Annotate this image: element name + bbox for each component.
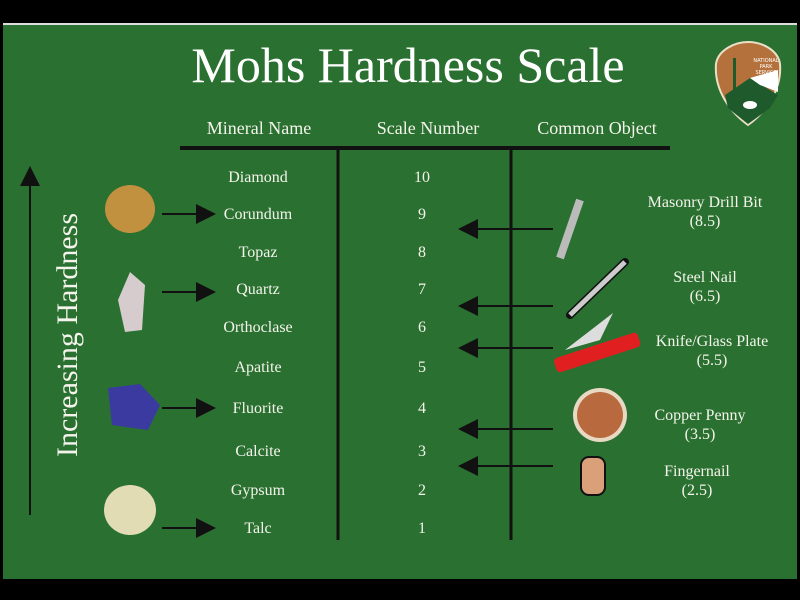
mineral-name: Corundum bbox=[223, 206, 293, 223]
mineral-name: Topaz bbox=[238, 244, 278, 261]
scale-number: 7 bbox=[418, 281, 426, 298]
object-fingernail: Fingernail (2.5) bbox=[612, 462, 782, 500]
header-mineral-name: Mineral Name bbox=[206, 118, 312, 138]
header-common-object: Common Object bbox=[537, 118, 657, 138]
mineral-name: Apatite bbox=[234, 359, 282, 376]
corundum-rock-icon bbox=[105, 185, 155, 233]
object-value: (6.5) bbox=[689, 288, 721, 305]
object-name: Knife/Glass Plate bbox=[655, 333, 769, 350]
scale-number: 10 bbox=[414, 169, 430, 186]
svg-text:SERVICE: SERVICE bbox=[755, 70, 776, 76]
object-name: Fingernail bbox=[664, 463, 730, 480]
object-name: Masonry Drill Bit bbox=[647, 194, 763, 211]
quartz-crystal-icon bbox=[118, 272, 145, 332]
scale-number: 9 bbox=[418, 206, 426, 223]
fingernail-icon bbox=[580, 456, 606, 496]
object-steel-nail: Steel Nail (6.5) bbox=[620, 268, 790, 306]
object-value: (8.5) bbox=[689, 213, 721, 230]
scale-number: 2 bbox=[418, 482, 426, 499]
object-name: Copper Penny bbox=[654, 407, 746, 424]
gypsum-talc-rock-icon bbox=[104, 485, 156, 535]
scale-number: 8 bbox=[418, 244, 426, 261]
nail-icon bbox=[568, 260, 627, 317]
mineral-name: Fluorite bbox=[232, 400, 284, 417]
pocket-knife-icon bbox=[554, 313, 641, 373]
mineral-arrows bbox=[162, 204, 216, 538]
scale-number: 1 bbox=[418, 520, 426, 537]
page-title: Mohs Hardness Scale bbox=[191, 37, 625, 93]
mineral-name: Gypsum bbox=[230, 482, 286, 499]
header-scale-number: Scale Number bbox=[376, 118, 480, 138]
object-drill-bit: Masonry Drill Bit (8.5) bbox=[620, 193, 790, 231]
drill-bit-icon bbox=[556, 198, 584, 260]
mineral-name: Talc bbox=[244, 520, 272, 537]
nps-logo: NATIONAL PARK SERVICE bbox=[714, 40, 782, 127]
mineral-name: Diamond bbox=[228, 169, 288, 186]
scale-number: 5 bbox=[418, 359, 426, 376]
object-penny: Copper Penny (3.5) bbox=[615, 406, 785, 444]
object-value: (3.5) bbox=[684, 426, 716, 443]
scale-number: 3 bbox=[418, 443, 426, 460]
object-value: (2.5) bbox=[681, 482, 713, 499]
svg-text:PARK: PARK bbox=[760, 64, 774, 70]
axis-label: Increasing Hardness bbox=[51, 212, 84, 458]
svg-text:NATIONAL: NATIONAL bbox=[753, 58, 778, 64]
object-name: Steel Nail bbox=[673, 269, 737, 286]
object-knife: Knife/Glass Plate (5.5) bbox=[627, 332, 797, 370]
mineral-name: Orthoclase bbox=[223, 319, 293, 336]
mineral-name: Calcite bbox=[235, 443, 281, 460]
scale-number: 4 bbox=[418, 400, 426, 417]
mineral-name: Quartz bbox=[236, 281, 280, 298]
object-value: (5.5) bbox=[696, 352, 728, 369]
penny-icon bbox=[573, 388, 627, 442]
object-arrows bbox=[458, 219, 553, 476]
scale-number: 6 bbox=[418, 319, 426, 336]
fluorite-rock-icon bbox=[108, 384, 160, 430]
